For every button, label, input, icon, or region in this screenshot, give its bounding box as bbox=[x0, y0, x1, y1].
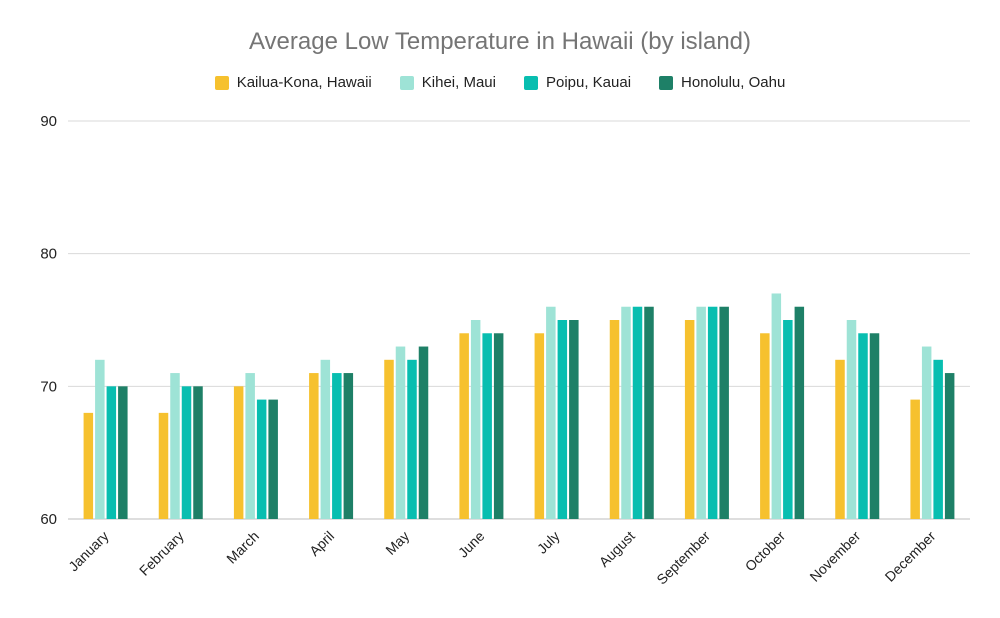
bar[interactable] bbox=[181, 386, 192, 519]
x-tick-label: December bbox=[882, 528, 939, 585]
bar[interactable] bbox=[256, 399, 267, 519]
legend-item-kihei[interactable]: Kihei, Maui bbox=[399, 74, 496, 91]
x-tick-label: October bbox=[742, 528, 789, 575]
bar[interactable] bbox=[343, 373, 354, 519]
bar[interactable] bbox=[118, 386, 128, 519]
x-tick-label: May bbox=[382, 528, 412, 558]
y-tick-label: 60 bbox=[40, 511, 57, 528]
chart-title: Average Low Temperature in Hawaii (by is… bbox=[248, 28, 752, 55]
bars bbox=[83, 293, 955, 519]
x-tick-label: January bbox=[65, 528, 112, 575]
bar[interactable] bbox=[233, 386, 244, 519]
bar[interactable] bbox=[493, 333, 504, 519]
bar[interactable] bbox=[621, 306, 631, 519]
bar[interactable] bbox=[158, 412, 169, 519]
bar[interactable] bbox=[609, 320, 620, 519]
x-tick-label: November bbox=[806, 528, 863, 585]
bar[interactable] bbox=[482, 333, 492, 519]
bar[interactable] bbox=[384, 359, 394, 519]
bar[interactable] bbox=[309, 373, 319, 519]
bar[interactable] bbox=[783, 320, 793, 519]
x-tick-label: August bbox=[596, 528, 638, 570]
x-tick-label: September bbox=[653, 528, 713, 588]
legend-label-poipu: Poipu, Kauai bbox=[545, 74, 632, 91]
bar[interactable] bbox=[910, 399, 920, 519]
bar[interactable] bbox=[771, 293, 782, 519]
bar[interactable] bbox=[632, 306, 643, 519]
bar[interactable] bbox=[921, 346, 932, 519]
legend-label-kailua-kona: Kailua-Kona, Hawaii bbox=[236, 74, 372, 91]
bar[interactable] bbox=[106, 386, 117, 519]
bar[interactable] bbox=[534, 333, 545, 519]
bar[interactable] bbox=[933, 359, 943, 519]
x-tick-label: June bbox=[455, 528, 488, 561]
x-tick-label: March bbox=[223, 528, 262, 567]
bar[interactable] bbox=[268, 399, 278, 519]
bar[interactable] bbox=[459, 333, 469, 519]
bar[interactable] bbox=[395, 346, 406, 519]
legend: Kailua-Kona, Hawaii Kihei, Maui Poipu, K… bbox=[0, 74, 1000, 91]
bar[interactable] bbox=[719, 306, 729, 519]
legend-swatch-honolulu bbox=[659, 75, 674, 90]
y-tick-label: 80 bbox=[40, 246, 57, 263]
y-tick-label: 70 bbox=[40, 378, 57, 395]
x-tick-label: February bbox=[136, 528, 187, 579]
legend-label-kihei: Kihei, Maui bbox=[421, 74, 496, 91]
legend-label-honolulu: Honolulu, Oahu bbox=[681, 74, 786, 91]
bar[interactable] bbox=[332, 373, 342, 519]
bar[interactable] bbox=[794, 306, 805, 519]
bar[interactable] bbox=[170, 373, 180, 519]
bar[interactable] bbox=[707, 306, 718, 519]
legend-item-honolulu[interactable]: Honolulu, Oahu bbox=[659, 74, 785, 91]
bar[interactable] bbox=[546, 306, 556, 519]
bar[interactable] bbox=[245, 373, 255, 519]
bar[interactable] bbox=[407, 359, 417, 519]
x-axis-ticks: January February March April May June July Augu… bbox=[65, 528, 939, 588]
bar[interactable] bbox=[83, 412, 94, 519]
bar[interactable] bbox=[944, 373, 955, 519]
bar[interactable] bbox=[320, 359, 331, 519]
gridlines bbox=[68, 120, 970, 520]
bar[interactable] bbox=[696, 306, 706, 519]
bar[interactable] bbox=[95, 359, 105, 519]
bar[interactable] bbox=[470, 320, 481, 519]
bar[interactable] bbox=[684, 320, 695, 519]
y-tick-label: 90 bbox=[40, 113, 57, 130]
bar[interactable] bbox=[193, 386, 203, 519]
x-tick-label: April bbox=[306, 528, 337, 559]
legend-item-kailua-kona[interactable]: Kailua-Kona, Hawaii bbox=[214, 74, 372, 91]
bar[interactable] bbox=[846, 320, 857, 519]
bar[interactable] bbox=[569, 320, 579, 519]
bar[interactable] bbox=[557, 320, 568, 519]
bar[interactable] bbox=[835, 359, 845, 519]
bar[interactable] bbox=[760, 333, 770, 519]
bar[interactable] bbox=[869, 333, 880, 519]
legend-item-poipu[interactable]: Poipu, Kauai bbox=[523, 74, 632, 91]
bar[interactable] bbox=[858, 333, 868, 519]
bar[interactable] bbox=[644, 306, 654, 519]
y-axis-ticks: 60 70 80 90 bbox=[40, 113, 57, 528]
legend-swatch-poipu bbox=[523, 75, 538, 90]
bar[interactable] bbox=[418, 346, 429, 519]
x-tick-label: July bbox=[534, 528, 563, 557]
legend-swatch-kihei bbox=[399, 75, 414, 90]
legend-swatch-kailua-kona bbox=[214, 75, 229, 90]
